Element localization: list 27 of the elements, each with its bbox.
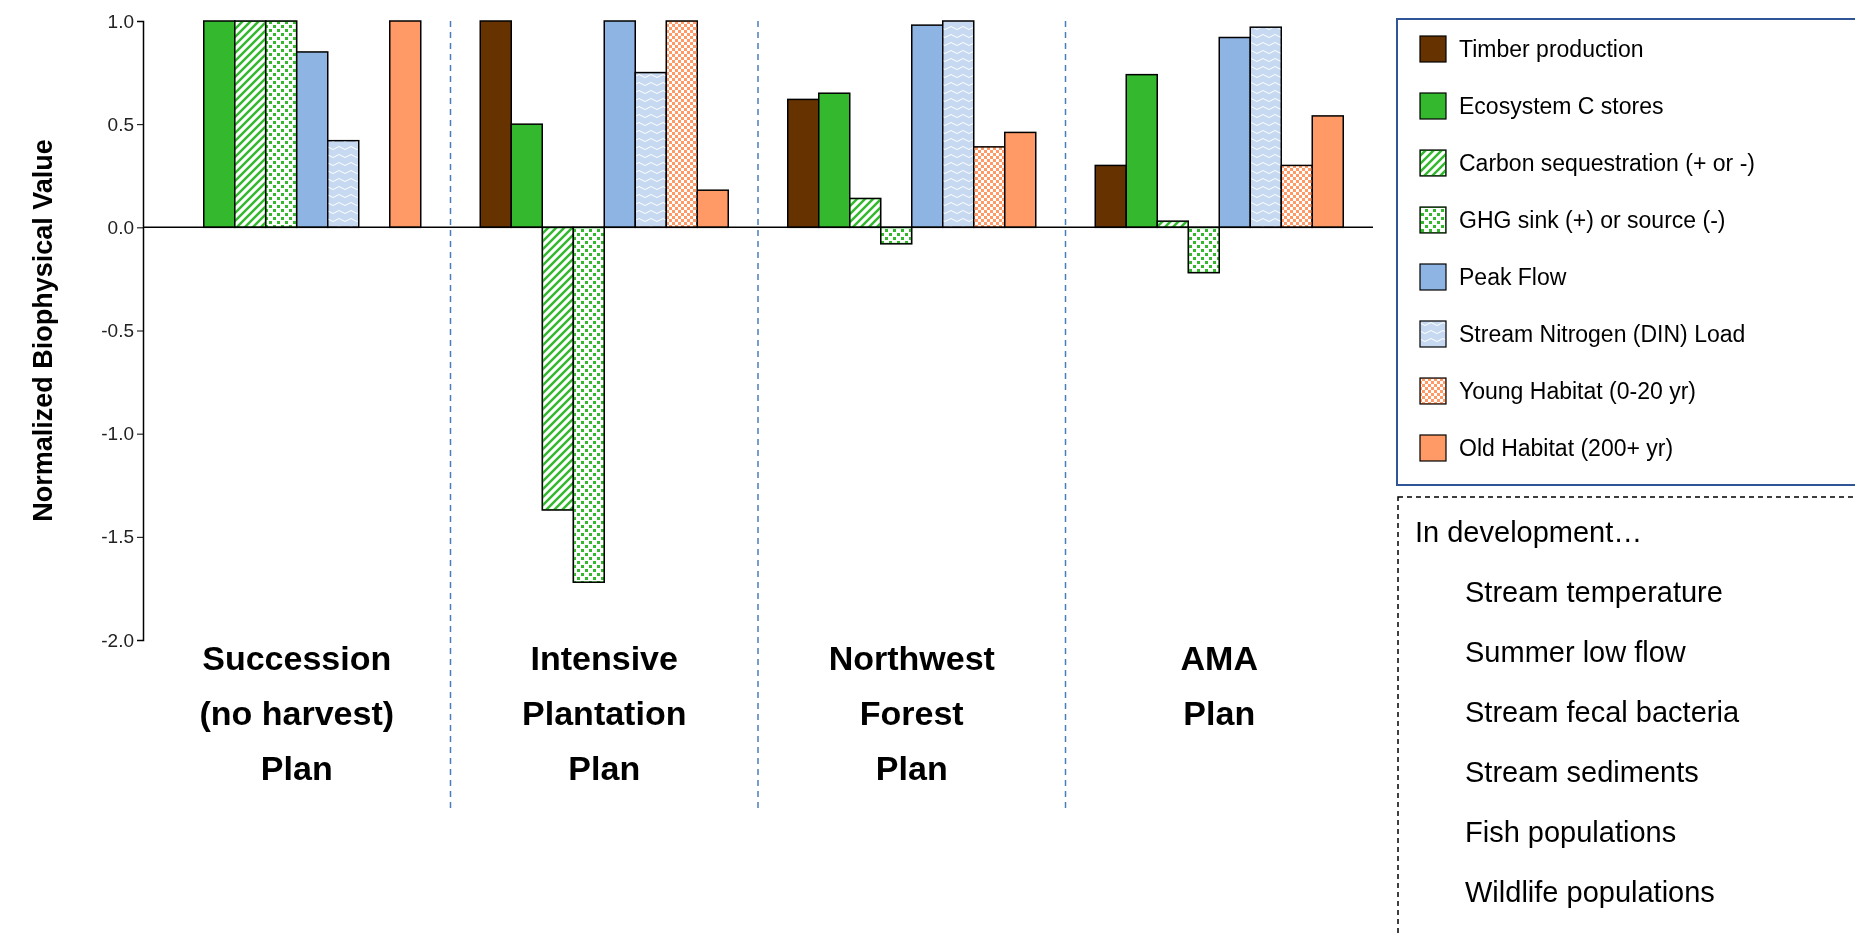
legend-label: GHG sink (+) or source (-) — [1459, 207, 1726, 233]
y-tick-label: 0.0 — [107, 216, 134, 238]
legend-label: Ecosystem C stores — [1459, 93, 1664, 119]
text: Fish populations — [1465, 816, 1677, 848]
y-tick-label: -2.0 — [101, 629, 134, 651]
y-axis-title: Normalized Biophysical Value — [28, 139, 58, 522]
text: Summer low flow — [1465, 636, 1687, 668]
y-tick-label: -1.5 — [101, 526, 134, 548]
legend-label: Stream Nitrogen (DIN) Load — [1459, 321, 1746, 347]
y-tick-label: 1.0 — [107, 10, 134, 32]
x-tick-label: Northwest Forest Plan — [828, 639, 995, 787]
legend-label: Carbon sequestration (+ or -) — [1459, 150, 1755, 176]
x-tick-label: Succession (no harvest) Plan — [199, 639, 395, 787]
legend-label: Old Habitat (200+ yr) — [1459, 435, 1674, 461]
legend-label: Young Habitat (0-20 yr) — [1459, 378, 1696, 404]
legend-label: Timber production — [1459, 36, 1644, 62]
text: Stream sediments — [1465, 756, 1699, 788]
text: Wildlife populations — [1465, 876, 1715, 908]
text: Stream fecal bacteria — [1465, 696, 1740, 728]
text: In development… — [1415, 516, 1643, 548]
text: Stream temperature — [1465, 576, 1723, 608]
y-tick-label: -0.5 — [101, 320, 134, 342]
x-tick-label: AMA Plan — [1180, 639, 1258, 732]
y-tick-label: 0.5 — [107, 113, 134, 135]
y-tick-label: -1.0 — [101, 423, 134, 445]
legend-label: Peak Flow — [1459, 264, 1567, 290]
x-tick-label: Intensive Plantation Plan — [522, 639, 687, 787]
